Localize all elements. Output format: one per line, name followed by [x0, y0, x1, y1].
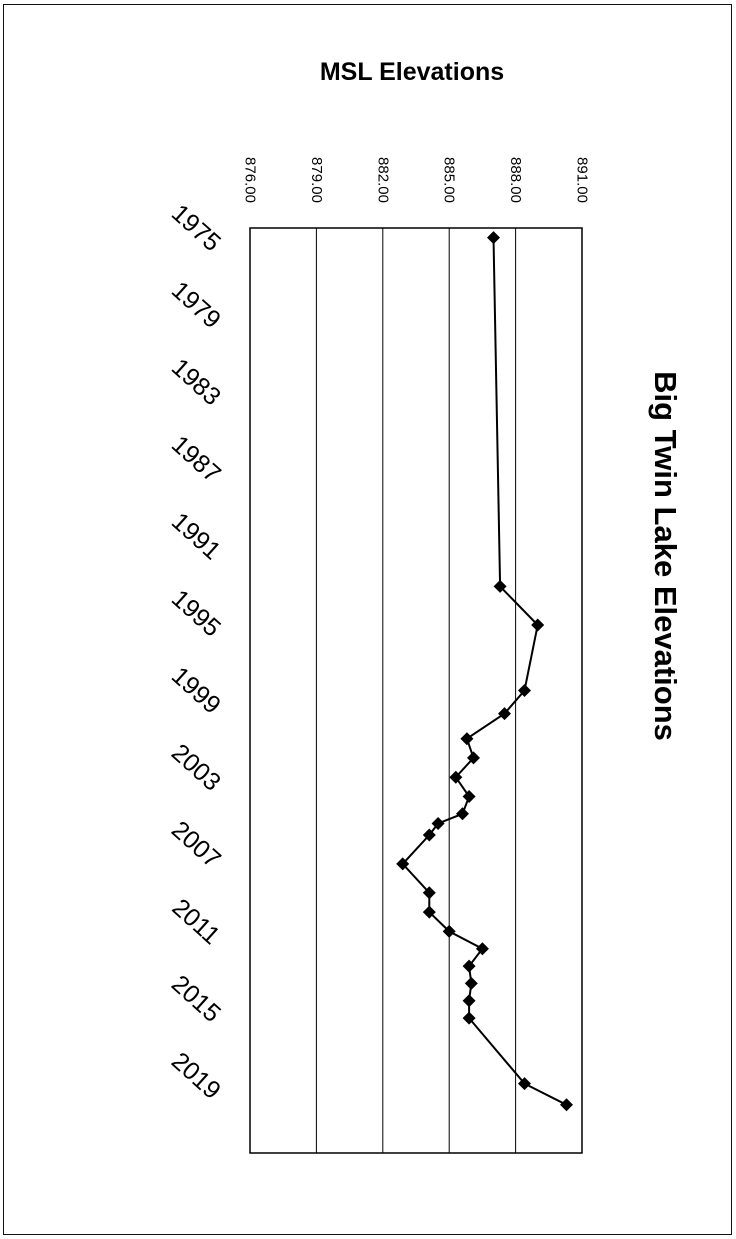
grid-layer [249, 228, 583, 1153]
data-point [464, 976, 478, 990]
y-tick-label: 876.00 [242, 157, 259, 203]
chart-frame [3, 4, 732, 1235]
y-tick-labels: 876.00 879.00 882.00 885.00 888.00 891.00 [242, 157, 591, 203]
data-point [487, 231, 500, 245]
data-point [462, 994, 476, 1008]
data-point [460, 732, 474, 746]
plot-area [249, 227, 583, 1154]
data-point [422, 886, 436, 900]
data-point [493, 579, 507, 593]
x-tick-label: 2007 [166, 816, 226, 874]
chart-title: Big Twin Lake Elevations [648, 371, 683, 741]
data-point [467, 751, 480, 765]
x-tick-label: 2003 [166, 739, 226, 797]
x-tick-label: 1999 [166, 661, 226, 719]
x-tick-label: 1991 [166, 507, 226, 565]
data-point [422, 828, 436, 842]
data-point [396, 857, 410, 871]
series-line [401, 237, 567, 1106]
x-tick-label: 2011 [167, 893, 226, 950]
data-point [462, 1011, 476, 1025]
x-tick-label: 1987 [166, 430, 226, 488]
data-point [449, 770, 463, 784]
x-tick-label: 1975 [166, 199, 226, 257]
y-tick-label: 885.00 [441, 157, 458, 203]
x-tick-label: 2015 [166, 970, 226, 1028]
x-tick-label: 1979 [166, 276, 226, 334]
data-point [498, 707, 511, 721]
data-point [475, 942, 489, 956]
data-point [518, 684, 531, 697]
x-tick-label: 2019 [166, 1047, 226, 1105]
data-point [518, 1077, 531, 1091]
y-tick-label: 882.00 [374, 157, 391, 203]
data-point [456, 807, 469, 821]
data-point [442, 924, 456, 938]
y-tick-label: 891.00 [574, 157, 591, 203]
series-layer [396, 231, 573, 1112]
data-point [462, 790, 476, 803]
data-point [431, 817, 445, 830]
y-tick-label: 879.00 [308, 157, 325, 203]
data-point [560, 1098, 573, 1112]
data-point [531, 618, 545, 632]
y-axis-label: MSL Elevations [320, 58, 504, 86]
x-tick-label: 1983 [166, 353, 226, 411]
x-tick-labels: 1975 1979 1983 1987 1991 1995 1999 2003 2007 2011… [166, 199, 226, 1105]
y-tick-label: 888.00 [507, 157, 524, 203]
data-point [462, 959, 476, 973]
x-tick-label: 1995 [166, 584, 226, 642]
data-point [422, 905, 436, 919]
